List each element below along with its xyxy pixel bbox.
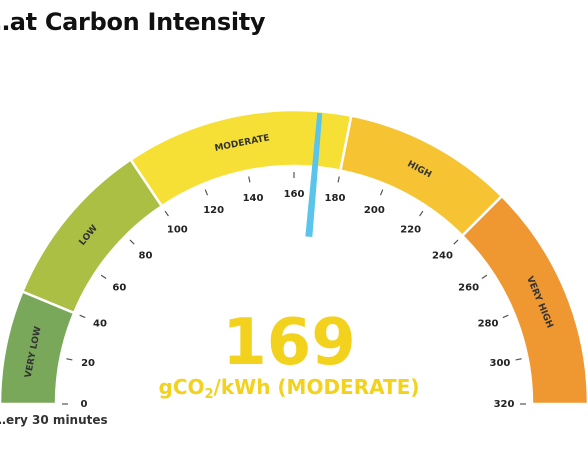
tick-mark [337, 176, 340, 183]
tick-label: 140 [243, 193, 264, 204]
gauge-needle [305, 112, 323, 237]
update-frequency-note: …ery 30 minutes [0, 413, 108, 427]
gauge-value: 169 [222, 306, 356, 380]
unit-subscript: 2 [205, 387, 214, 402]
tick-label: 260 [458, 282, 479, 293]
tick-mark [502, 314, 509, 319]
tick-mark [66, 358, 73, 361]
tick-mark [419, 210, 424, 217]
tick-label: 320 [494, 399, 515, 410]
tick-label: 20 [81, 358, 95, 369]
tick-label: 180 [325, 193, 346, 204]
gauge-bands [0, 108, 588, 406]
tick-label: 0 [81, 399, 88, 410]
tick-label: 220 [400, 224, 421, 235]
tick-label: 40 [93, 319, 107, 330]
tick-mark [481, 274, 488, 279]
tick-mark [129, 239, 135, 245]
tick-mark [204, 189, 209, 196]
tick-mark [164, 210, 169, 217]
tick-label: 240 [432, 251, 453, 262]
tick-label: 100 [167, 224, 188, 235]
page-title: …at Carbon Intensity [0, 8, 266, 36]
gauge-needle-layer [305, 112, 323, 237]
gauge-ticks: 0 20 40 60 80 100 120 140 160 180 200 220 240 260 280 3… [62, 172, 526, 410]
unit-prefix: gCO [159, 375, 205, 399]
tick-label: 60 [112, 282, 126, 293]
tick-label: 300 [490, 358, 511, 369]
gauge-unit: gCO2/kWh (MODERATE) [159, 375, 420, 402]
unit-suffix: /kWh (MODERATE) [214, 375, 420, 399]
tick-mark [79, 314, 86, 319]
tick-mark [453, 239, 459, 245]
tick-mark [379, 189, 384, 196]
tick-mark [100, 274, 107, 279]
tick-mark [248, 176, 251, 183]
tick-label: 280 [478, 319, 499, 330]
tick-label: 200 [364, 205, 385, 216]
gauge-band-very-high [460, 194, 588, 406]
tick-mark [515, 358, 522, 361]
tick-label: 160 [284, 189, 305, 200]
tick-label: 120 [203, 205, 224, 216]
tick-label: 80 [139, 251, 153, 262]
